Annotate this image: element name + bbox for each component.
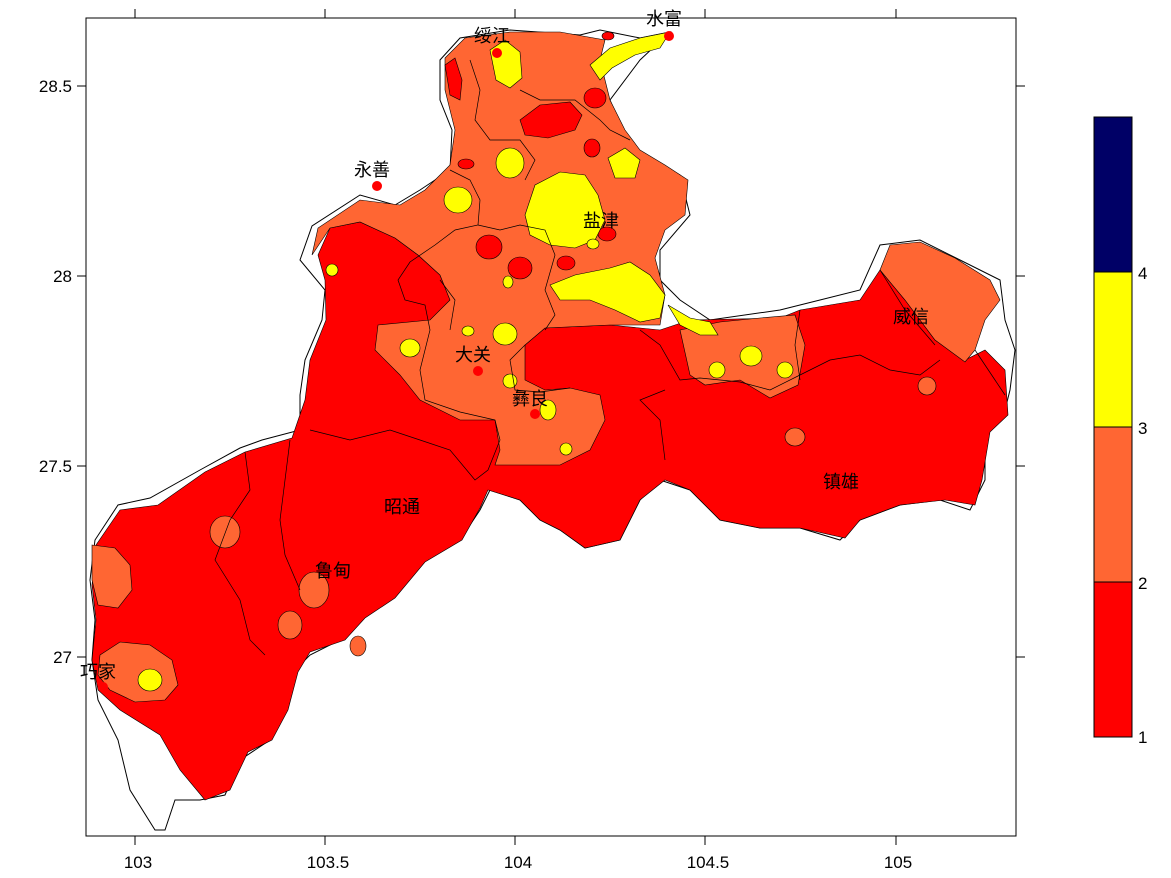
zone-level-3-spot — [492, 322, 518, 346]
place-label-weixin: 威信 — [893, 307, 929, 328]
zone-level-1-spot — [444, 57, 463, 101]
x-tick-label: 103.5 — [307, 853, 350, 872]
legend-swatch-level-3 — [1093, 271, 1133, 428]
zone-level-3-spot — [739, 345, 763, 367]
x-tick-label: 104.5 — [687, 853, 730, 872]
zone-level-1-spot — [601, 31, 615, 41]
zone-level-3-strip — [667, 304, 719, 336]
zone-level-1-spot — [583, 138, 601, 158]
zone-level-3-spot — [137, 668, 163, 692]
station-dot — [664, 31, 674, 41]
zone-level-3-yanjin — [524, 171, 606, 249]
place-label-yanjin: 盐津 — [583, 211, 619, 232]
zone-level-3-spot — [539, 399, 557, 421]
place-label-ludian: 鲁甸 — [315, 561, 351, 582]
y-tick-label: 28.5 — [39, 77, 72, 96]
place-label-zhenxiong: 镇雄 — [823, 472, 859, 493]
x-tick-label: 104 — [504, 853, 532, 872]
axis-ticks — [77, 9, 1025, 845]
y-tick-label: 28 — [53, 267, 72, 286]
x-tick-label: 105 — [884, 853, 912, 872]
legend-colorbar — [1093, 116, 1133, 738]
zone-level-1-spot — [507, 256, 533, 280]
zone-level-3-spot — [399, 338, 421, 358]
zone-level-3-spot — [708, 361, 726, 379]
station-dot — [492, 48, 502, 58]
zone-level-3-east — [549, 261, 666, 323]
zone-level-2-spot — [917, 376, 937, 396]
station-dot — [530, 409, 540, 419]
x-tick-label: 103 — [124, 853, 152, 872]
legend-swatch-level-2 — [1093, 426, 1133, 583]
zone-level-3-spot — [559, 442, 573, 456]
y-tick-label: 27.5 — [39, 457, 72, 476]
legend-label: 2 — [1138, 574, 1147, 593]
station-dot — [98, 682, 108, 692]
zone-level-1-spot — [519, 101, 583, 139]
zone-level-3-spot — [443, 186, 473, 214]
zone-level-1-spot — [475, 234, 503, 260]
place-label-shuifu: 水富 — [646, 9, 682, 30]
place-label-daguan: 大关 — [455, 345, 491, 366]
y-tick-label: 27 — [53, 648, 72, 667]
zone-level-3-spot — [495, 147, 525, 179]
zone-level-1-spot — [556, 255, 576, 271]
place-label-yiliang: 彝良 — [512, 389, 548, 410]
station-dot — [372, 181, 382, 191]
zone-level-2-west — [91, 544, 133, 609]
legend-swatch-level-4 — [1093, 116, 1133, 273]
zone-level-3-spot — [502, 373, 518, 389]
zone-level-2-spot — [277, 610, 303, 640]
legend-swatch-level-1 — [1093, 581, 1133, 738]
legend-label: 1 — [1138, 728, 1147, 747]
zone-level-1-spot — [583, 87, 607, 109]
zone-level-3-spot — [325, 263, 339, 277]
zone-level-3-spot — [502, 275, 514, 289]
station-markers — [98, 31, 674, 692]
zone-level-2-spot — [349, 635, 367, 657]
legend-label: 3 — [1138, 419, 1147, 438]
zone-level-1-spot — [457, 158, 475, 170]
zone-level-3-spot — [461, 325, 475, 337]
zone-level-3-spot — [776, 361, 794, 379]
place-label-suijiang: 绥江 — [474, 26, 510, 47]
zone-level-3-right — [607, 147, 641, 179]
zone-level-2-weixin — [879, 241, 1001, 363]
station-dot — [473, 366, 483, 376]
place-label-zhaotong: 昭通 — [384, 497, 420, 518]
county-boundaries — [214, 59, 1006, 656]
place-label-yongshan: 永善 — [354, 160, 390, 181]
zone-level-2-spot — [784, 427, 806, 447]
zone-level-3-shuifu — [589, 31, 671, 81]
zone-level-2-spot — [298, 571, 330, 609]
zone-level-2-spot — [209, 515, 241, 549]
place-label-qiaojia: 巧家 — [80, 662, 116, 683]
zone-level-3-spot — [586, 238, 600, 250]
legend-label: 4 — [1138, 264, 1147, 283]
